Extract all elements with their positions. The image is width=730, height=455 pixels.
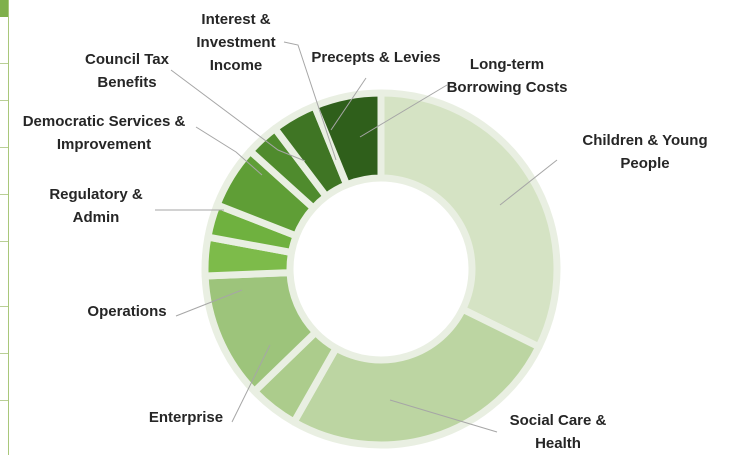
leader-line — [195, 126, 263, 176]
slice-label-line: Investment — [196, 34, 275, 51]
donut-slices — [201, 89, 561, 449]
slice-label: Enterprise — [149, 409, 223, 426]
donut-slice-children-young-people — [377, 89, 561, 351]
left-panel-divider — [0, 194, 8, 195]
left-panel-divider — [0, 63, 8, 64]
slice-label: Interest & Investment Income — [196, 11, 275, 74]
slice-label-line: People — [620, 155, 669, 172]
donut-slice-long-term-borrowing-costs — [311, 89, 385, 189]
left-panel-edge — [0, 0, 9, 455]
slice-label-line: Borrowing Costs — [447, 79, 568, 96]
slice-label-line: Long-term — [470, 56, 544, 73]
slice-label-line: Health — [535, 435, 581, 452]
leader-line — [231, 344, 271, 423]
slice-label: Precepts & Levies — [311, 49, 440, 66]
slice-label-line: Admin — [73, 209, 120, 226]
slice-label-line: Benefits — [97, 74, 156, 91]
left-panel-divider — [0, 241, 8, 242]
slice-labels: Children & Young People Social Care & Healt… — [23, 11, 708, 452]
slice-label: Operations — [87, 303, 166, 320]
slice-label-line: Regulatory & — [49, 186, 143, 203]
slice-label: Social Care & Health — [510, 412, 607, 452]
slice-label-line: Improvement — [57, 136, 151, 153]
leader-line — [330, 77, 367, 131]
slice-label-line: Democratic Services & — [23, 113, 186, 130]
left-panel-divider — [0, 100, 8, 101]
leader-line — [499, 159, 558, 206]
leader-line — [389, 399, 498, 433]
leader-line — [170, 69, 306, 162]
slice-label-line: Income — [210, 57, 263, 74]
slice-label: Long-term Borrowing Costs — [447, 56, 568, 96]
slice-label-line: Enterprise — [149, 409, 223, 426]
left-panel-divider — [0, 147, 8, 148]
slice-label-line: Operations — [87, 303, 166, 320]
donut-slice-social-care-health — [290, 305, 543, 449]
left-panel-divider — [0, 306, 8, 307]
slice-label: Regulatory & Admin — [49, 186, 143, 226]
left-panel-divider — [0, 400, 8, 401]
slice-label: Children & Young People — [582, 132, 707, 172]
slice-label: Council Tax Benefits — [85, 51, 170, 91]
slice-label-line: Council Tax — [85, 51, 170, 68]
slice-label-line: Children & Young — [582, 132, 707, 149]
slice-label-line: Precepts & Levies — [311, 49, 440, 66]
leader-line — [283, 41, 337, 161]
slice-label-line: Social Care & — [510, 412, 607, 429]
leader-line — [175, 289, 243, 317]
slice-label: Democratic Services & Improvement — [23, 113, 186, 153]
leader-line — [359, 84, 448, 138]
left-panel-accent — [0, 0, 8, 17]
slice-label-line: Interest & — [201, 11, 270, 28]
left-panel-divider — [0, 353, 8, 354]
